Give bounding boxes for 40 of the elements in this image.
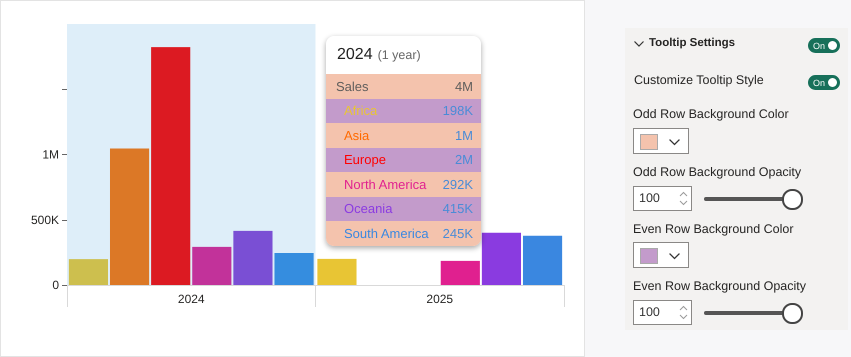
text: Odd Row Background Color xyxy=(633,107,789,121)
toggle-switch: On xyxy=(808,75,840,90)
text: Africa xyxy=(344,103,378,118)
annotation: 198K xyxy=(442,103,473,118)
bar xyxy=(110,148,150,285)
text: Odd Row Background Opacity xyxy=(633,165,802,179)
y-tick-label: 1M xyxy=(42,148,59,162)
bar xyxy=(192,246,232,285)
text: Even Row Background Color xyxy=(633,222,794,236)
text: North America xyxy=(344,176,426,192)
text: South America xyxy=(344,226,429,241)
annotation: 245K xyxy=(442,226,473,241)
text: Tooltip Settings xyxy=(649,37,736,49)
annotation: (1 year) xyxy=(378,48,421,62)
x-tick-label: 2025 xyxy=(426,292,454,306)
y-tick-label: 500K xyxy=(30,212,59,227)
annotation: 415K xyxy=(442,201,473,216)
number-field: 100 xyxy=(633,186,692,211)
y-tick-label: 0 xyxy=(52,278,60,292)
bar xyxy=(151,47,190,285)
annotation: 292K xyxy=(442,176,473,192)
text: Even Row Background Opacity xyxy=(633,279,806,293)
annotation: Sales xyxy=(336,78,369,94)
bar xyxy=(68,259,108,285)
text: Oceania xyxy=(344,201,392,216)
annotation: 4M xyxy=(454,78,473,94)
bar xyxy=(482,232,522,285)
bar xyxy=(440,260,480,285)
bar xyxy=(522,236,562,285)
toggle-switch: On xyxy=(808,38,840,53)
bar xyxy=(233,230,273,285)
text: Europe xyxy=(344,152,386,168)
text: Customize Tooltip Style xyxy=(634,73,764,87)
number-field: 100 xyxy=(633,300,692,325)
bar xyxy=(274,253,314,285)
annotation: 2M xyxy=(454,152,473,168)
annotation: 1M xyxy=(454,128,473,143)
annotation: 2024 xyxy=(337,46,373,64)
text: Asia xyxy=(344,128,370,143)
bar xyxy=(317,258,357,285)
